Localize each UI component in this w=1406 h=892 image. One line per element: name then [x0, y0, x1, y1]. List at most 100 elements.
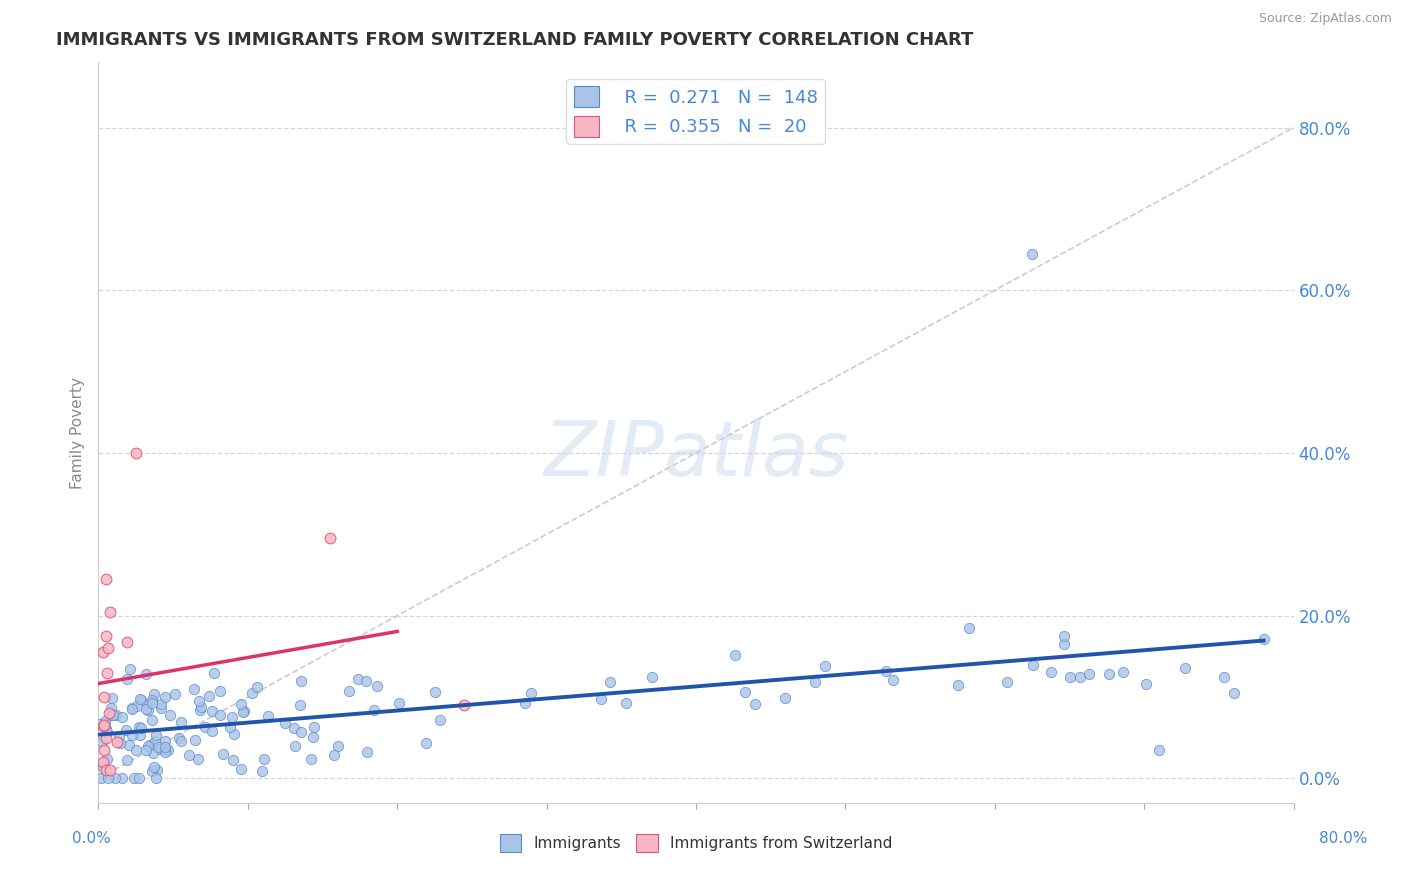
Point — [1098, 667, 1121, 681]
Point — [284, 739, 307, 753]
Point — [188, 702, 211, 716]
Point — [143, 687, 166, 701]
Point — [91, 718, 114, 732]
Point — [131, 692, 153, 706]
Point — [202, 665, 225, 680]
Point — [121, 700, 143, 714]
Point — [93, 714, 115, 728]
Point — [121, 728, 143, 742]
Point — [229, 762, 252, 776]
Point — [153, 690, 176, 704]
Point — [724, 648, 747, 662]
Point — [153, 741, 176, 756]
Point — [453, 698, 475, 713]
Point — [129, 728, 152, 742]
Point — [93, 690, 115, 704]
Point — [319, 532, 342, 546]
Point — [599, 675, 621, 690]
Point — [221, 710, 243, 724]
Point — [208, 707, 231, 722]
Point — [274, 716, 297, 731]
Point — [98, 605, 122, 619]
Point — [96, 724, 118, 739]
Point — [105, 708, 128, 723]
Point — [159, 707, 181, 722]
Point — [1022, 658, 1045, 673]
Point — [1039, 665, 1062, 679]
Point — [141, 696, 163, 710]
Point — [354, 673, 377, 688]
Point — [302, 720, 325, 734]
Point — [97, 641, 120, 656]
Point — [1253, 632, 1275, 646]
Point — [145, 771, 167, 785]
Point — [149, 700, 172, 714]
Point — [1111, 665, 1133, 679]
Legend: Immigrants, Immigrants from Switzerland: Immigrants, Immigrants from Switzerland — [494, 829, 898, 858]
Point — [145, 763, 167, 777]
Point — [1223, 686, 1246, 700]
Point — [100, 690, 122, 705]
Point — [122, 771, 145, 785]
Point — [337, 684, 360, 698]
Point — [186, 752, 208, 766]
Point — [875, 664, 897, 678]
Point — [1053, 629, 1076, 643]
Point — [153, 733, 176, 747]
Point — [218, 720, 240, 734]
Point — [128, 692, 150, 706]
Point — [117, 635, 139, 649]
Point — [141, 714, 163, 728]
Point — [183, 682, 205, 697]
Point — [142, 760, 165, 774]
Point — [814, 658, 837, 673]
Point — [246, 680, 269, 694]
Text: 80.0%: 80.0% — [1319, 831, 1367, 846]
Point — [1213, 670, 1236, 684]
Point — [957, 621, 980, 635]
Point — [142, 746, 165, 760]
Point — [89, 717, 111, 731]
Point — [117, 753, 139, 767]
Point — [94, 718, 117, 732]
Point — [111, 710, 134, 724]
Point — [135, 666, 157, 681]
Point — [101, 708, 124, 723]
Point — [519, 686, 541, 700]
Text: Source: ZipAtlas.com: Source: ZipAtlas.com — [1258, 12, 1392, 25]
Point — [111, 771, 134, 785]
Point — [108, 736, 131, 750]
Point — [188, 694, 211, 708]
Point — [775, 691, 797, 706]
Text: IMMIGRANTS VS IMMIGRANTS FROM SWITZERLAND FAMILY POVERTY CORRELATION CHART: IMMIGRANTS VS IMMIGRANTS FROM SWITZERLAN… — [56, 31, 973, 49]
Point — [1077, 666, 1099, 681]
Point — [139, 738, 162, 752]
Point — [388, 696, 411, 710]
Point — [240, 686, 263, 700]
Point — [94, 572, 117, 586]
Point — [163, 687, 186, 701]
Point — [1069, 670, 1091, 684]
Point — [91, 755, 114, 769]
Point — [1135, 676, 1157, 690]
Point — [94, 629, 117, 643]
Point — [108, 729, 131, 743]
Point — [96, 752, 118, 766]
Point — [100, 701, 122, 715]
Y-axis label: Family Poverty: Family Poverty — [69, 376, 84, 489]
Point — [145, 728, 167, 742]
Point — [156, 742, 179, 756]
Point — [135, 701, 157, 715]
Point — [250, 764, 273, 778]
Point — [96, 665, 118, 680]
Point — [1147, 743, 1170, 757]
Point — [104, 771, 127, 785]
Point — [589, 691, 612, 706]
Point — [127, 698, 149, 713]
Point — [208, 683, 231, 698]
Point — [117, 672, 139, 686]
Point — [100, 707, 122, 722]
Point — [120, 662, 142, 676]
Point — [363, 703, 385, 717]
Point — [211, 747, 233, 761]
